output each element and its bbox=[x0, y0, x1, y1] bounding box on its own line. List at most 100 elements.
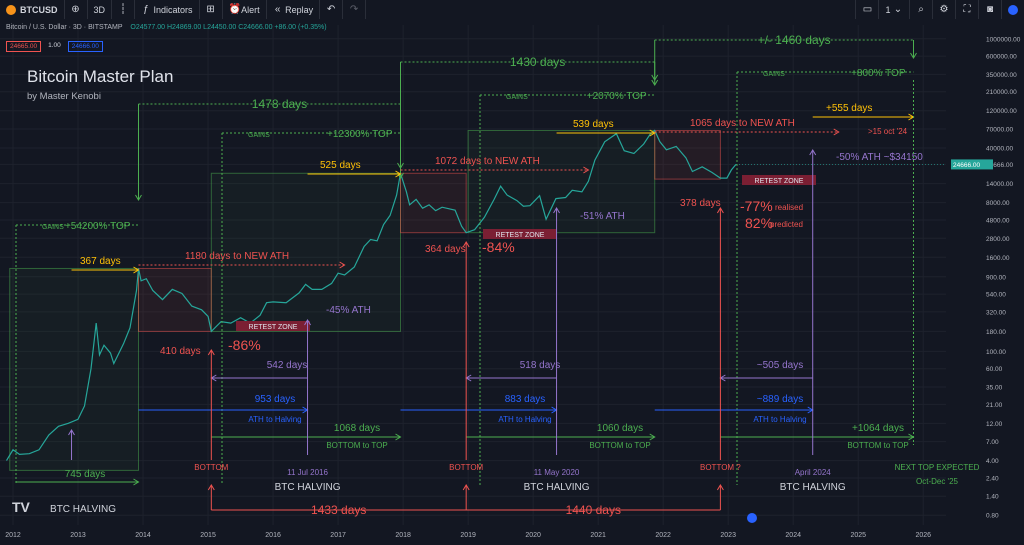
symbol-button[interactable]: BTCUSD bbox=[0, 0, 65, 19]
halving-stem-head bbox=[68, 429, 75, 436]
to-top-label: 539 days bbox=[573, 119, 614, 130]
alert-button[interactable]: ⏰ Alert bbox=[223, 0, 267, 19]
x-tick-label: 2023 bbox=[720, 532, 736, 539]
snapshot-button[interactable]: ◙ bbox=[978, 0, 1001, 19]
cycle-drop-head bbox=[651, 79, 659, 86]
halving-drop-label: -51% ATH bbox=[580, 211, 625, 222]
chevron-down-icon: ⌄ bbox=[893, 3, 903, 15]
avatar bbox=[1008, 4, 1018, 15]
compare-button[interactable]: ⊕ bbox=[65, 0, 88, 19]
bottom-stem-head bbox=[207, 349, 215, 356]
top-toolbar: BTCUSD ⊕ 3D ┆ ƒ Indicators ⊞ ⏰ Alert « R… bbox=[0, 0, 1024, 20]
layout-count: 1 bbox=[885, 4, 891, 15]
y-tick-label: 210000.00 bbox=[986, 89, 1017, 96]
interval-label: 3D bbox=[93, 4, 106, 15]
current-price-label: 24666.00 bbox=[953, 162, 980, 169]
layout-count-button[interactable]: 1 ⌄ bbox=[878, 0, 909, 19]
x-tick-label: 2015 bbox=[200, 532, 216, 539]
new-ath-label: 1065 days to NEW ATH bbox=[690, 118, 795, 129]
ath-halving-label: ATH to Halving bbox=[498, 415, 551, 424]
first-halving-arrow-head bbox=[133, 478, 140, 486]
gains-label: GAINS bbox=[248, 132, 270, 139]
interval-button[interactable]: 3D bbox=[88, 0, 113, 19]
y-tick-label: 1600.00 bbox=[986, 255, 1010, 262]
y-tick-label: 4.00 bbox=[986, 458, 999, 465]
new-ath-label: 1180 days to NEW ATH bbox=[185, 251, 289, 262]
green-zone bbox=[210, 172, 402, 332]
x-tick-label: 2018 bbox=[395, 532, 411, 539]
y-tick-label: 1.40 bbox=[986, 494, 999, 501]
drawdown-note: predicted bbox=[770, 220, 803, 229]
search-button[interactable]: ⌕ bbox=[909, 0, 932, 19]
search-icon: ⌕ bbox=[918, 3, 924, 15]
y-tick-label: 40000.00 bbox=[986, 146, 1013, 153]
chart-type-button[interactable]: ┆ bbox=[112, 0, 136, 19]
fullscreen-button[interactable]: ⛶ bbox=[955, 0, 978, 19]
y-tick-label: 600000.00 bbox=[986, 54, 1017, 61]
y-tick-label: 900.00 bbox=[986, 274, 1006, 281]
retest-zone-box bbox=[483, 229, 557, 239]
layout-button[interactable]: ▭ bbox=[855, 0, 878, 19]
ath-halving-days: ~889 days bbox=[757, 394, 803, 405]
drawdown-pct: -77% bbox=[740, 198, 773, 214]
x-tick-label: 2017 bbox=[330, 532, 346, 539]
y-tick-label: 14000.00 bbox=[986, 181, 1013, 188]
layout-icon: ▭ bbox=[862, 3, 873, 15]
halving-date: April 2024 bbox=[795, 468, 832, 477]
candles-icon: ┆ bbox=[120, 3, 127, 15]
redo-button[interactable]: ↷ bbox=[343, 0, 367, 19]
bottom-halving-label: ~505 days bbox=[757, 360, 803, 371]
settings-button[interactable]: ⚙ bbox=[932, 0, 955, 19]
undo-icon: ↶ bbox=[326, 3, 336, 15]
replay-button[interactable]: « Replay bbox=[267, 0, 321, 19]
y-tick-label: 24666.00 bbox=[986, 162, 1013, 169]
halving-stem-head bbox=[809, 149, 817, 156]
tradingview-logo-icon: TV bbox=[12, 499, 31, 515]
ath-halving-days: 953 days bbox=[255, 394, 296, 405]
bottom-stem-head bbox=[716, 207, 724, 214]
gains-label: GAINS bbox=[506, 94, 528, 101]
spread-value: 1.00 bbox=[48, 42, 61, 49]
fullscreen-icon: ⛶ bbox=[963, 3, 971, 15]
account-button[interactable] bbox=[1001, 0, 1024, 19]
indicators-button[interactable]: ƒ Indicators bbox=[135, 0, 200, 19]
bottom-top-days: 1060 days bbox=[597, 423, 643, 434]
templates-button[interactable]: ⊞ bbox=[200, 0, 223, 19]
chart-author: by Master Kenobi bbox=[27, 91, 101, 102]
to-top-arrow-head bbox=[395, 170, 402, 178]
halving-label: BTC HALVING bbox=[50, 504, 116, 515]
bottom-top-label: BOTTOM to TOP bbox=[847, 441, 908, 450]
new-ath-arrow-head bbox=[833, 128, 840, 136]
gains-value: +800% TOP bbox=[851, 68, 906, 79]
gains-value: +54200% TOP bbox=[65, 221, 131, 232]
x-tick-label: 2012 bbox=[5, 532, 21, 539]
halving-date: 11 May 2020 bbox=[534, 468, 580, 477]
y-tick-label: 70000.00 bbox=[986, 127, 1013, 134]
ath-halving-label: ATH to Halving bbox=[248, 415, 301, 424]
halving-label: BTC HALVING bbox=[524, 482, 590, 493]
gear-icon: ⚙ bbox=[939, 3, 949, 15]
red-zone bbox=[137, 267, 212, 332]
rewind-icon: « bbox=[274, 3, 281, 15]
to-bottom-label: 378 days bbox=[680, 198, 721, 209]
sell-price[interactable]: 24665.00 bbox=[6, 41, 42, 52]
undo-button[interactable]: ↶ bbox=[320, 0, 344, 19]
x-tick-label: 2013 bbox=[70, 532, 86, 539]
y-tick-label: 120000.00 bbox=[986, 108, 1017, 115]
y-tick-label: 12.00 bbox=[986, 421, 1003, 428]
halving-label: BTC HALVING bbox=[780, 482, 846, 493]
bottom-span-label: 1440 days bbox=[566, 503, 621, 517]
y-tick-label: 320.00 bbox=[986, 309, 1006, 316]
next-top-label: NEXT TOP EXPECTED bbox=[895, 463, 980, 472]
bottom-halving-label: 542 days bbox=[267, 360, 308, 371]
to-top-label: 367 days bbox=[80, 256, 121, 267]
camera-icon: ◙ bbox=[986, 3, 994, 15]
next-top-date: Oct-Dec '25 bbox=[916, 477, 959, 486]
buy-price[interactable]: 24666.00 bbox=[67, 41, 103, 52]
price-line bbox=[5, 129, 737, 461]
ath-halving-label: ATH to Halving bbox=[753, 415, 806, 424]
bottom-stem-head bbox=[462, 241, 470, 248]
bottom-span-tick-head bbox=[462, 484, 470, 491]
drawdown-note: realised bbox=[775, 203, 803, 212]
